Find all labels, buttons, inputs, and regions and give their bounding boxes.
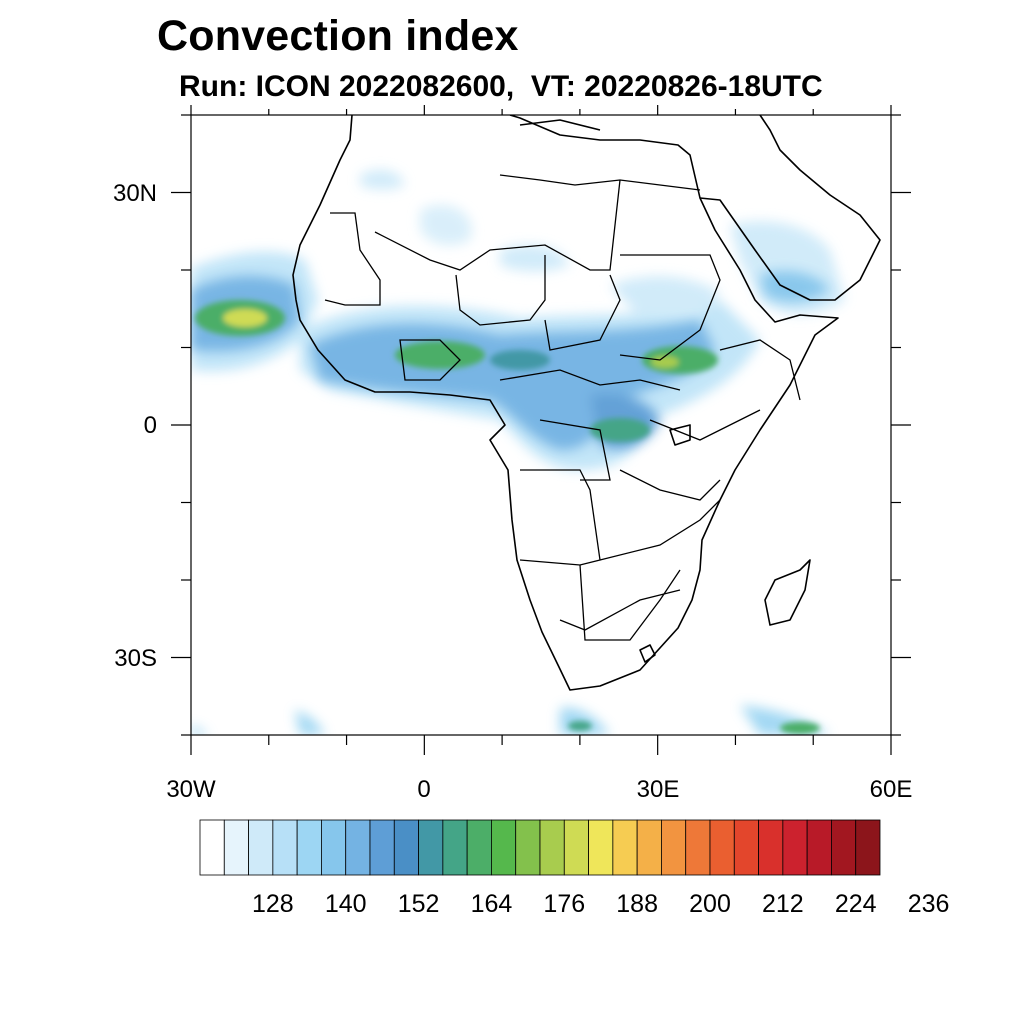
y-tick-label-0: 0 xyxy=(143,412,157,439)
x-tick-label-60e: 60E xyxy=(869,776,913,803)
chart-title: Convection index xyxy=(157,12,519,60)
y-tick-label-30s: 30S xyxy=(114,645,157,672)
x-tick-label-0: 0 xyxy=(417,776,431,803)
x-tick-label-30e: 30E xyxy=(636,776,680,803)
convection-strong xyxy=(195,300,820,734)
country-borders xyxy=(324,174,801,641)
coastlines xyxy=(292,115,881,691)
axis-ticks xyxy=(171,105,911,755)
y-tick-label-30n: 30N xyxy=(112,180,157,207)
chart-subtitle: Run: ICON 2022082600, VT: 20220826-18UTC xyxy=(179,70,823,103)
x-tick-label-30w: 30W xyxy=(166,776,216,803)
convection-field xyxy=(191,169,845,735)
